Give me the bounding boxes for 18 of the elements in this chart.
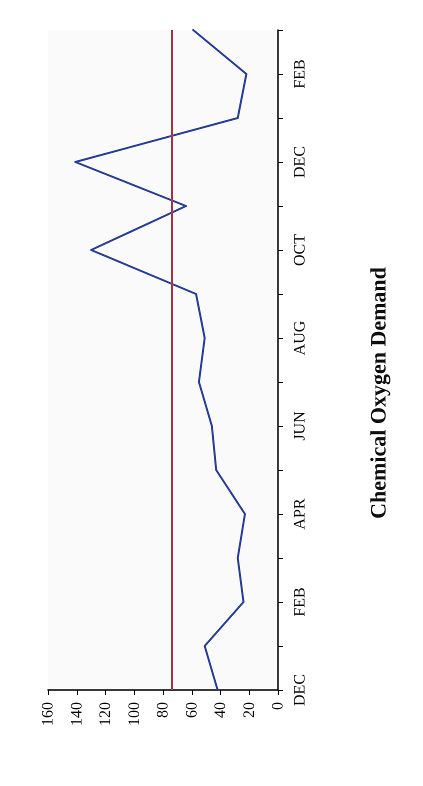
x-tick-label: 140 bbox=[68, 702, 86, 726]
y-tick-label: FEB bbox=[292, 59, 308, 89]
y-tick-label: JUN bbox=[292, 410, 308, 441]
x-tick-label: 100 bbox=[126, 702, 143, 726]
y-tick-label: DEC bbox=[292, 674, 308, 706]
y-tick-label: DEC bbox=[292, 146, 308, 178]
x-tick-label: 40 bbox=[212, 702, 229, 718]
x-tick-label: 0 bbox=[270, 702, 286, 710]
y-tick-label: AUG bbox=[292, 320, 308, 356]
x-tick-label: 60 bbox=[183, 702, 200, 718]
x-tick-label: 120 bbox=[97, 702, 114, 726]
x-tick-label: 160 bbox=[40, 702, 56, 726]
y-tick-label: OCT bbox=[292, 234, 308, 266]
y-tick-label: FEB bbox=[292, 587, 308, 617]
x-tick-label: 20 bbox=[240, 702, 258, 718]
text: Chemical Oxygen Demand bbox=[366, 267, 390, 519]
y-tick-label: APR bbox=[292, 498, 308, 530]
x-tick-label: 80 bbox=[154, 702, 172, 718]
